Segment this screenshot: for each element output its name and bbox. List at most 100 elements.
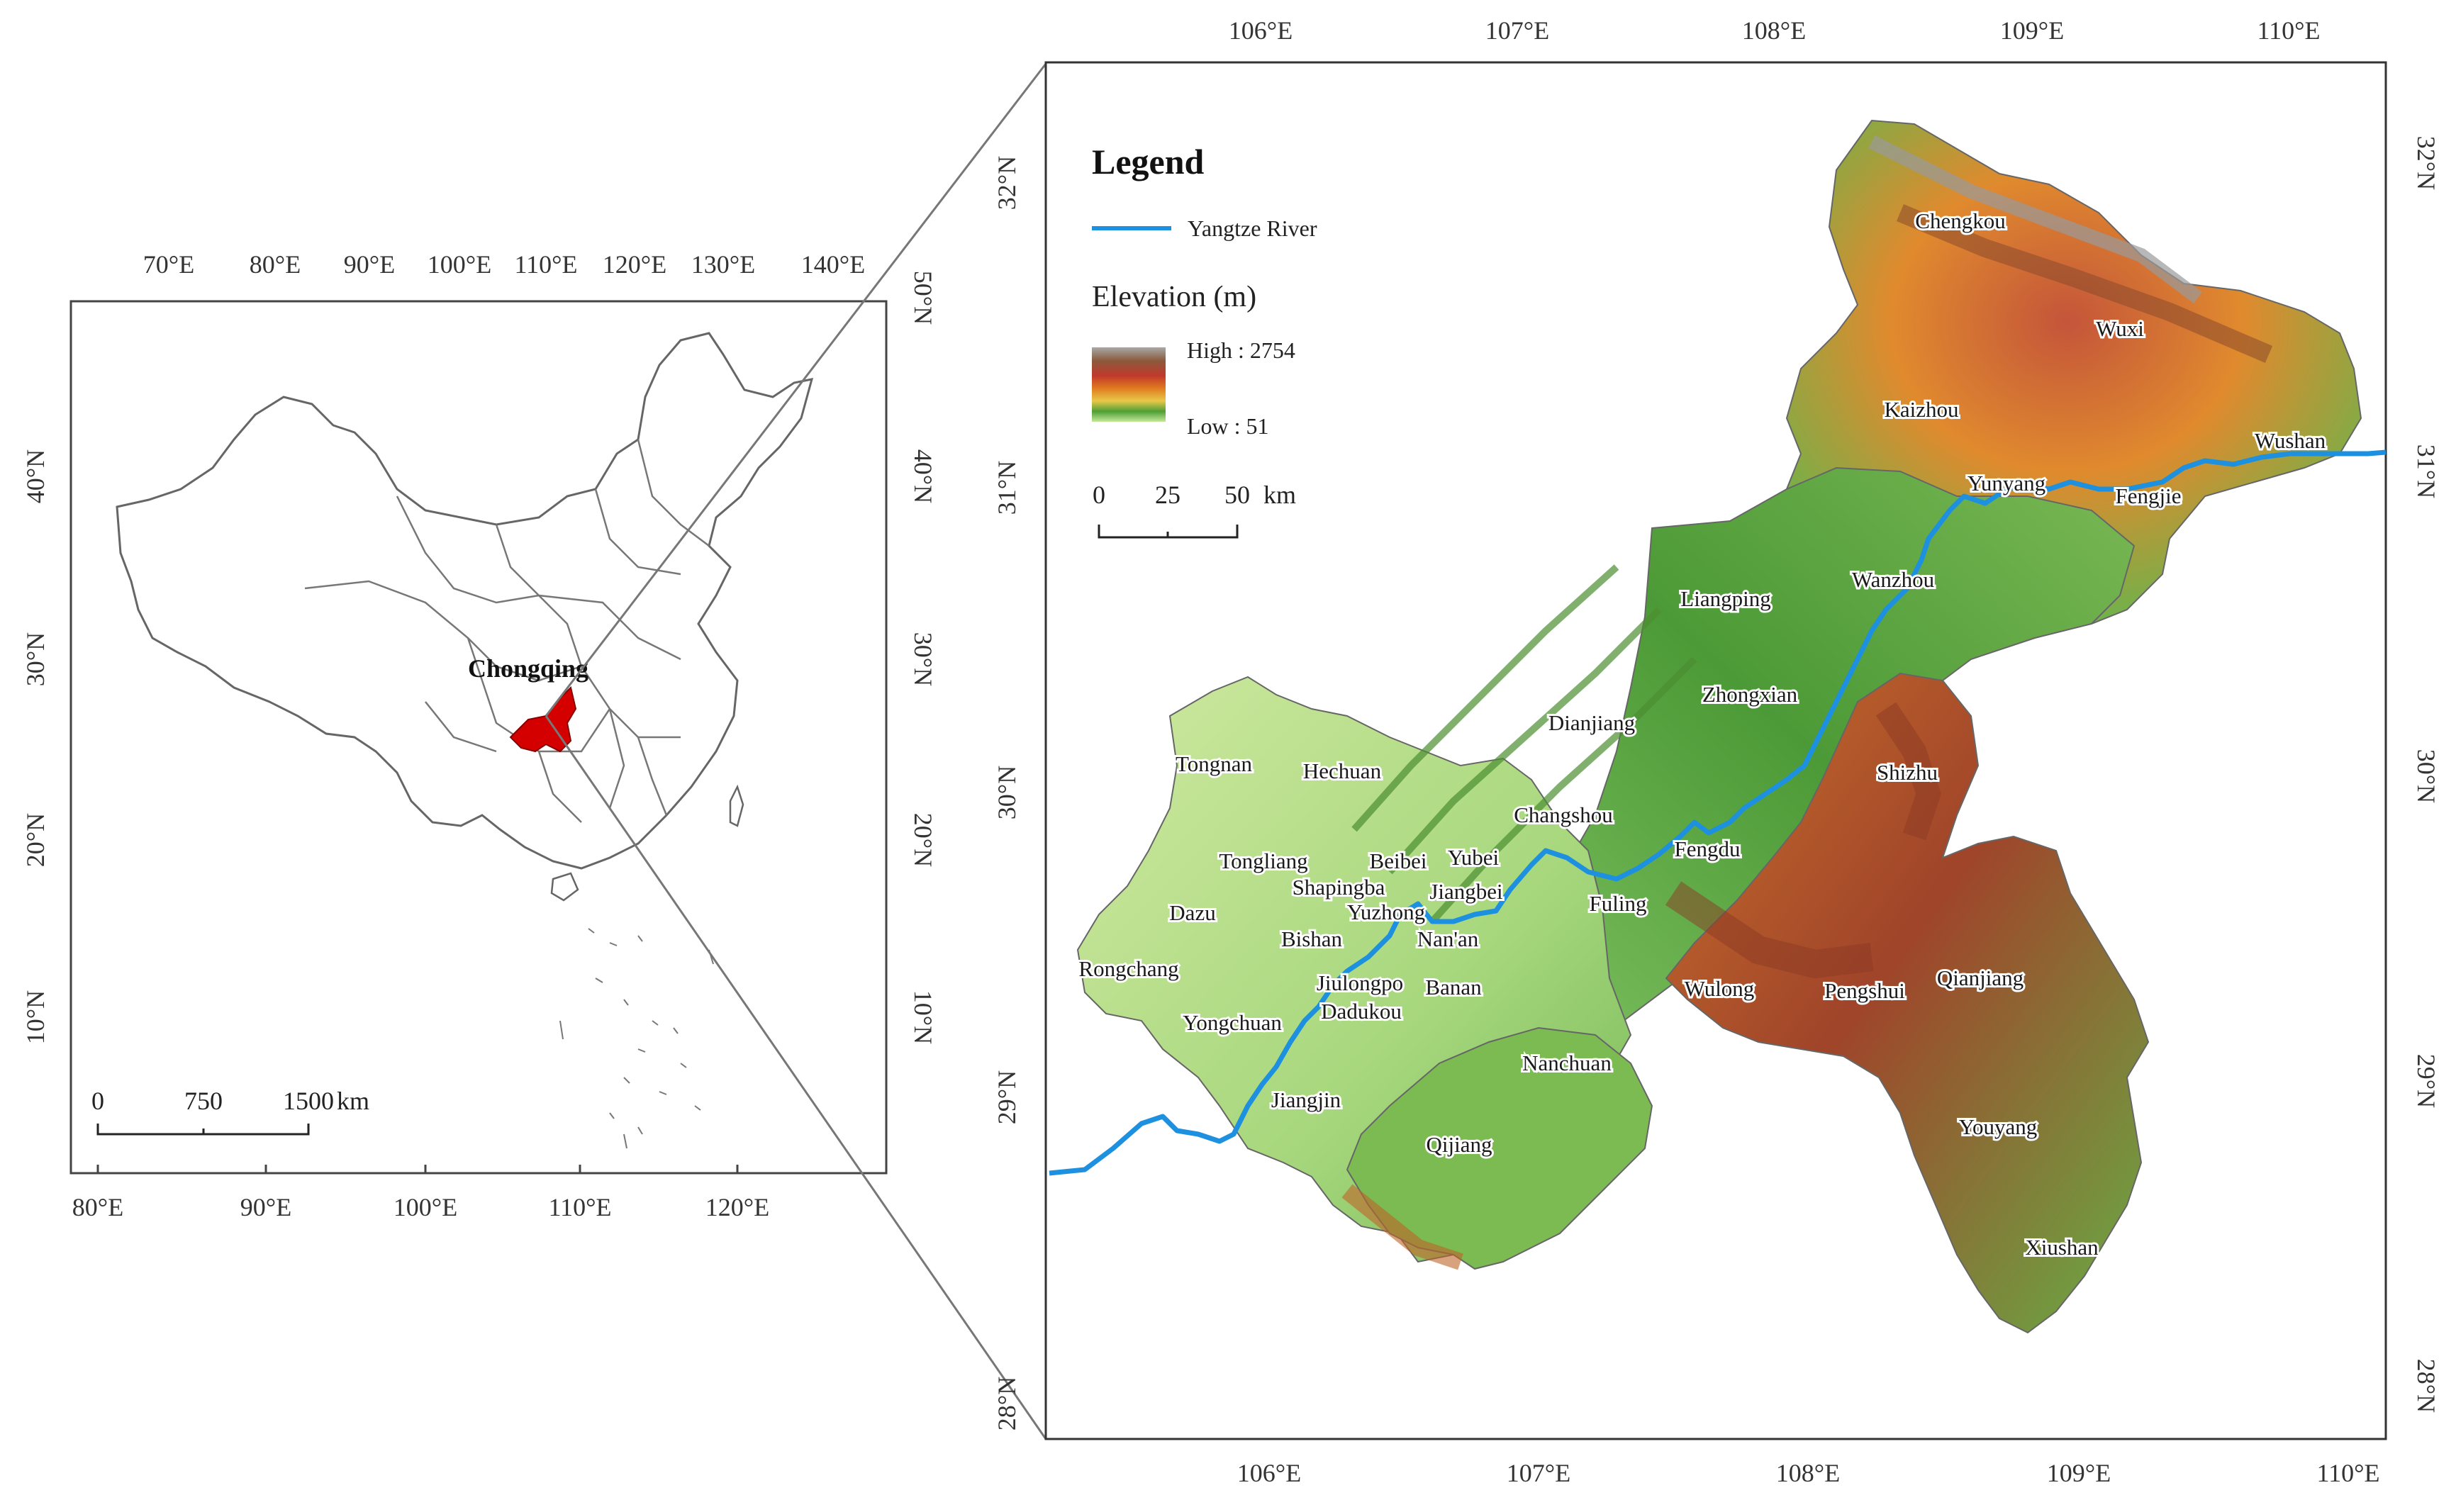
place-label: Beibei — [1370, 849, 1427, 873]
main-left-tick: 32°N — [993, 156, 1021, 210]
chongqing-label: Chongqing — [468, 654, 588, 683]
china-outline — [116, 332, 814, 870]
main-map: 106°E 107°E 108°E 109°E 110°E 106°E 107°E 108°… — [993, 16, 2440, 1487]
inset-right-tick: 10°N — [909, 990, 937, 1044]
inset-left-tick: 10°N — [21, 990, 50, 1044]
main-left-tick: 30°N — [993, 766, 1021, 819]
inset-bottom-tick: 90°E — [240, 1193, 291, 1221]
inset-scale-unit: km — [337, 1087, 369, 1115]
yangtze-river — [1049, 449, 2386, 1176]
inset-left-tick: 20°N — [21, 813, 50, 867]
place-label: Nanchuan — [1522, 1051, 1612, 1075]
ridge-mid — [1897, 204, 2273, 363]
place-label: Changshou — [1514, 802, 1613, 827]
inset-scale-0: 0 — [91, 1087, 104, 1115]
main-left-tick: 29°N — [993, 1070, 1021, 1124]
ridges-west — [1351, 564, 1697, 924]
place-label: Zhongxian — [1702, 682, 1798, 707]
main-bottom-tick: 108°E — [1776, 1459, 1840, 1487]
south-china-sea-islands — [559, 928, 714, 1149]
place-label: Yubei — [1448, 845, 1500, 870]
place-label: Pengshui — [1824, 978, 1905, 1003]
legend-low-label: Low : 51 — [1187, 413, 1269, 439]
inset-right-tick: 40°N — [909, 449, 937, 503]
place-label: Wanzhou — [1852, 567, 1934, 592]
place-label: Youyang — [1959, 1114, 2038, 1139]
legend-high-label: High : 2754 — [1187, 337, 1295, 363]
main-scale-25: 25 — [1155, 481, 1180, 509]
main-right-tick: 28°N — [2412, 1359, 2440, 1413]
inset-top-tick: 90°E — [344, 250, 395, 279]
place-label: Yuzhong — [1347, 900, 1425, 924]
main-top-tick: 110°E — [2257, 16, 2320, 45]
inset-bottom-tick: 120°E — [705, 1193, 769, 1221]
main-scale-unit: km — [1263, 481, 1296, 509]
legend-river-label: Yangtze River — [1188, 215, 1317, 241]
inset-left-tick: 40°N — [21, 449, 50, 503]
inset-top-tick: 130°E — [691, 250, 755, 279]
place-label: Jiangjin — [1271, 1087, 1341, 1112]
inset-right-tick: 50°N — [909, 271, 937, 325]
place-label: Wulong — [1685, 976, 1755, 1001]
place-label: Jiangbei — [1429, 879, 1503, 904]
main-left-ticks: 28°N 29°N 30°N 31°N 32°N — [993, 156, 1021, 1430]
place-label: Dadukou — [1321, 999, 1402, 1024]
ridge-shizhu — [1875, 702, 1941, 841]
inset-scale-750: 750 — [184, 1087, 223, 1115]
place-label: Dianjiang — [1548, 710, 1635, 735]
legend-elevation-title: Elevation (m) — [1092, 281, 1256, 313]
main-right-tick: 29°N — [2412, 1054, 2440, 1108]
main-right-tick: 30°N — [2412, 749, 2440, 803]
zoom-connector-lines — [545, 63, 1047, 1440]
place-label: Tongnan — [1176, 751, 1253, 776]
inset-top-ticks: 70°E 80°E 90°E 100°E 110°E 120°E 130°E 140°E — [143, 250, 865, 279]
inset-top-tick: 70°E — [143, 250, 194, 279]
terrain-south — [1346, 1026, 1653, 1270]
place-label: Liangping — [1680, 586, 1770, 611]
inset-bottom-tick: 100°E — [393, 1193, 457, 1221]
legend-title: Legend — [1092, 142, 1205, 181]
inset-top-tick: 120°E — [603, 250, 666, 279]
main-left-tick: 28°N — [993, 1377, 1021, 1430]
place-label: Banan — [1425, 975, 1482, 999]
main-bottom-ticks: 106°E 107°E 108°E 109°E 110°E — [1237, 1459, 2380, 1487]
hainan-island — [550, 872, 579, 902]
inset-top-tick: 100°E — [428, 250, 491, 279]
place-label: Shizhu — [1877, 760, 1938, 785]
inset-scale-bar: 0 750 1500 km — [91, 1087, 369, 1136]
inset-scale-1500: 1500 — [283, 1087, 334, 1115]
place-label: Fengjie — [2116, 483, 2182, 508]
place-label: Nan'an — [1417, 926, 1479, 951]
inset-bottom-tick: 110°E — [548, 1193, 611, 1221]
main-top-tick: 106°E — [1229, 16, 1293, 45]
main-right-tick: 31°N — [2412, 444, 2440, 498]
main-bottom-tick: 106°E — [1237, 1459, 1301, 1487]
place-label: Wushan — [2255, 428, 2326, 453]
main-top-tick: 109°E — [2000, 16, 2064, 45]
place-label: Yunyang — [1967, 471, 2045, 495]
inset-top-tick: 140°E — [801, 250, 865, 279]
place-label: Wuxi — [2096, 316, 2144, 341]
place-label: Kaizhou — [1884, 397, 1958, 422]
inset-top-tick: 110°E — [514, 250, 577, 279]
main-scale-50: 50 — [1224, 481, 1250, 509]
map-legend: Legend Yangtze River Elevation (m) High … — [1092, 142, 1317, 539]
place-label: Xiushan — [2025, 1235, 2099, 1260]
inset-map: Chongqing 70°E 80°E 90°E 100°E 110°E 120°E 130… — [21, 250, 937, 1221]
place-label: Shapingba — [1293, 875, 1385, 900]
main-top-ticks: 106°E 107°E 108°E 109°E 110°E — [1229, 16, 2321, 45]
place-label: Tongliang — [1219, 849, 1307, 873]
place-labels: Chengkou Wuxi Kaizhou Wushan Yunyang Fengjie W… — [1076, 206, 2328, 1262]
main-bottom-tick: 107°E — [1507, 1459, 1570, 1487]
place-label: Fuling — [1590, 891, 1647, 916]
ridge-south — [1341, 1184, 1463, 1270]
inset-left-ticks: 10°N 20°N 30°N 40°N — [21, 449, 50, 1044]
place-label: Qianjiang — [1937, 965, 2024, 990]
place-label: Chengkou — [1915, 208, 2005, 233]
main-top-tick: 108°E — [1742, 16, 1806, 45]
inset-left-tick: 30°N — [21, 632, 50, 686]
taiwan-island — [729, 784, 744, 827]
place-label: Qijiang — [1427, 1132, 1492, 1157]
main-bottom-tick: 109°E — [2047, 1459, 2111, 1487]
